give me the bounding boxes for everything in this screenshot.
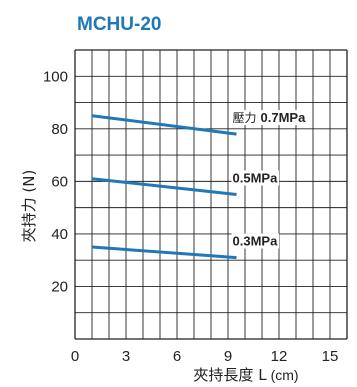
chart-title: MCHU-20 xyxy=(77,14,161,35)
grid xyxy=(74,49,348,340)
x-axis-label: 夾持長度 L (cm) xyxy=(193,366,298,384)
series-annotation-background xyxy=(231,233,280,249)
series-annotation-name: 0.5MPa xyxy=(233,171,279,186)
y-tick-label: 80 xyxy=(51,121,68,138)
series-line-0.5MPa xyxy=(91,177,237,196)
x-axis-unit: (cm) xyxy=(271,367,299,383)
series-lines xyxy=(91,114,237,260)
x-tick-label: 6 xyxy=(173,348,181,365)
series-annotation-name: 0.7MPa xyxy=(261,110,307,125)
series-annotation-name: 0.3MPa xyxy=(233,234,279,249)
x-tick-labels: 0 3 6 9 12 15 xyxy=(71,348,339,365)
series-line-0.7MPa xyxy=(91,114,237,136)
x-tick-label: 15 xyxy=(322,348,339,365)
x-axis-label-text: 夾持長度 L xyxy=(193,366,267,384)
series-annotation: 0.5MPa xyxy=(233,171,279,186)
y-tick-label: 100 xyxy=(43,68,68,85)
x-tick-label: 9 xyxy=(224,348,232,365)
y-axis-label: 夾持力 (N) xyxy=(20,170,38,243)
x-tick-label: 0 xyxy=(71,348,79,365)
series-annotation-prefix: 壓力 xyxy=(233,111,257,125)
series-annotation: 壓力 0.7MPa xyxy=(233,110,307,125)
series-annotation: 0.3MPa xyxy=(233,234,279,249)
series-line-0.3MPa xyxy=(91,245,237,260)
series-annotation-background xyxy=(231,170,280,186)
x-tick-label: 3 xyxy=(122,348,130,365)
y-tick-label: 40 xyxy=(51,226,68,243)
y-tick-label: 20 xyxy=(51,278,68,295)
x-tick-label: 12 xyxy=(271,348,288,365)
y-tick-labels: 100 80 60 40 20 xyxy=(43,68,68,295)
series-annotation-background xyxy=(231,110,308,126)
y-tick-label: 60 xyxy=(51,173,68,190)
series-annotations: 壓力 0.7MPa 0.5MPa 0.3MPa xyxy=(231,110,308,249)
